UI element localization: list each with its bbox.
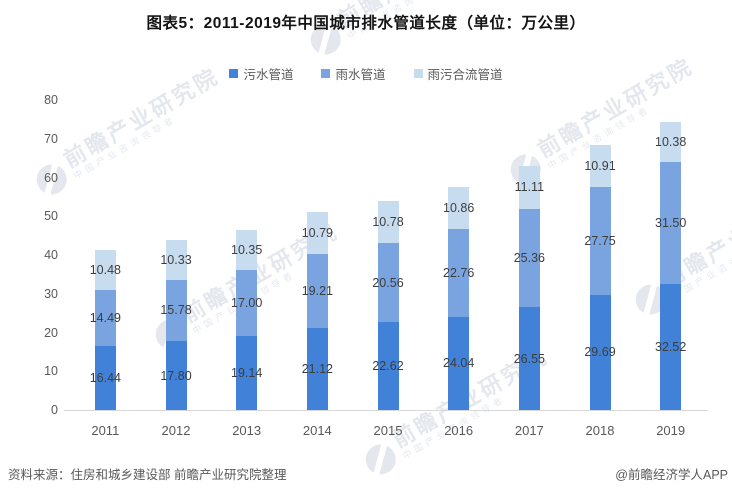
bar-segment-雨水管道-2013 bbox=[236, 269, 258, 336]
y-axis-tick-label: 10 bbox=[44, 364, 58, 379]
bar-value-label: 27.75 bbox=[584, 234, 616, 249]
bar-value-label: 25.36 bbox=[513, 250, 545, 265]
bar-segment-雨水管道-2014 bbox=[306, 253, 328, 329]
bar-segment-雨水管道-2016 bbox=[448, 228, 470, 317]
bar-segment-污水管道-2018 bbox=[589, 294, 611, 410]
bar-segment-雨污合流管道-2013 bbox=[236, 229, 258, 270]
bar-value-label: 19.14 bbox=[231, 365, 263, 380]
x-axis-category-label: 2016 bbox=[444, 423, 474, 438]
bar-segment-污水管道-2012 bbox=[165, 341, 187, 410]
bar-segment-污水管道-2014 bbox=[306, 328, 328, 410]
bar-segment-污水管道-2011 bbox=[94, 346, 116, 410]
legend-label: 雨污合流管道 bbox=[427, 68, 503, 82]
x-axis-category-label: 2012 bbox=[161, 423, 191, 438]
y-axis-tick-label: 50 bbox=[44, 209, 58, 224]
x-axis-category-label: 2013 bbox=[232, 423, 262, 438]
credit-note: @前瞻经济学人APP bbox=[615, 468, 728, 482]
bar-value-label: 15.78 bbox=[160, 303, 192, 318]
bar-value-label: 10.78 bbox=[372, 214, 404, 229]
bar-value-label: 16.44 bbox=[89, 371, 121, 386]
bar-value-label: 20.56 bbox=[372, 275, 404, 290]
bar-value-label: 21.12 bbox=[301, 362, 333, 377]
bar-value-label: 22.62 bbox=[372, 359, 404, 374]
source-note: 资料来源：住房和城乡建设部 前瞻产业研究院整理 bbox=[8, 468, 287, 482]
x-axis-category-label: 2015 bbox=[373, 423, 403, 438]
x-axis-category-label: 2019 bbox=[656, 423, 686, 438]
bar-value-label: 10.38 bbox=[655, 134, 687, 149]
bar-segment-污水管道-2015 bbox=[377, 322, 399, 410]
y-axis-tick-label: 40 bbox=[44, 248, 58, 262]
legend-swatch-icon bbox=[321, 69, 331, 78]
bar-segment-雨污合流管道-2016 bbox=[448, 186, 470, 229]
x-axis-line bbox=[64, 410, 708, 411]
bar-segment-雨水管道-2017 bbox=[518, 208, 540, 308]
bar-segment-雨水管道-2015 bbox=[377, 242, 399, 323]
bar-value-label: 26.55 bbox=[513, 351, 545, 366]
legend-label: 污水管道 bbox=[243, 68, 294, 82]
bar-segment-污水管道-2017 bbox=[518, 307, 540, 410]
bar-value-label: 10.91 bbox=[584, 159, 616, 174]
bar-value-label: 11.11 bbox=[514, 180, 545, 195]
bar-segment-雨水管道-2019 bbox=[660, 161, 682, 284]
legend-item-雨水管道: 雨水管道 bbox=[321, 64, 386, 83]
bar-value-label: 19.21 bbox=[301, 283, 333, 298]
bar-value-label: 10.33 bbox=[160, 252, 192, 267]
bar-segment-雨污合流管道-2017 bbox=[518, 165, 540, 209]
bar-value-label: 17.80 bbox=[160, 368, 192, 383]
bar-value-label: 32.52 bbox=[655, 339, 687, 354]
chart-title: 图表5：2011-2019年中国城市排水管道长度（单位：万公里） bbox=[146, 15, 586, 32]
bar-value-label: 24.04 bbox=[443, 356, 475, 371]
bar-value-label: 10.48 bbox=[89, 262, 121, 277]
bar-value-label: 10.86 bbox=[443, 200, 475, 215]
bar-value-label: 29.69 bbox=[584, 345, 616, 360]
y-axis-tick-label: 60 bbox=[44, 170, 58, 185]
y-axis-tick-label: 70 bbox=[44, 131, 58, 146]
x-axis-category-label: 2011 bbox=[91, 423, 120, 438]
bar-segment-雨水管道-2011 bbox=[94, 290, 116, 347]
legend-item-雨污合流管道: 雨污合流管道 bbox=[413, 64, 503, 83]
bar-value-label: 14.49 bbox=[89, 311, 121, 326]
bar-segment-雨污合流管道-2012 bbox=[165, 239, 187, 280]
legend-swatch-icon bbox=[229, 69, 239, 78]
bar-value-label: 10.35 bbox=[231, 242, 263, 257]
legend-label: 雨水管道 bbox=[335, 68, 386, 82]
bar-segment-污水管道-2016 bbox=[448, 316, 470, 410]
bar-segment-雨污合流管道-2019 bbox=[660, 121, 682, 162]
bar-segment-雨污合流管道-2011 bbox=[94, 249, 116, 291]
y-axis-tick-label: 80 bbox=[44, 93, 58, 107]
bar-value-label: 31.50 bbox=[655, 215, 687, 230]
bar-value-label: 22.76 bbox=[443, 265, 475, 280]
legend: 污水管道 雨水管道 雨污合流管道 bbox=[0, 64, 732, 83]
bar-segment-雨水管道-2012 bbox=[165, 279, 187, 342]
bar-segment-雨污合流管道-2015 bbox=[377, 200, 399, 243]
bar-segment-污水管道-2013 bbox=[236, 335, 258, 410]
y-axis-tick-label: 20 bbox=[44, 325, 58, 340]
legend-item-污水管道: 污水管道 bbox=[229, 64, 293, 83]
legend-swatch-icon bbox=[413, 69, 423, 78]
bar-value-label: 17.00 bbox=[231, 295, 263, 310]
bar-segment-污水管道-2019 bbox=[660, 283, 682, 410]
bar-value-label: 10.79 bbox=[301, 225, 333, 240]
y-axis-tick-label: 30 bbox=[44, 286, 58, 301]
bar-segment-雨水管道-2018 bbox=[589, 187, 611, 295]
y-axis-tick-label: 0 bbox=[51, 403, 58, 417]
bar-segment-雨污合流管道-2014 bbox=[306, 211, 328, 254]
x-axis-category-label: 2014 bbox=[302, 423, 332, 438]
x-axis-category-label: 2017 bbox=[514, 423, 544, 438]
bar-segment-雨污合流管道-2018 bbox=[589, 145, 611, 188]
x-axis-category-label: 2018 bbox=[585, 423, 615, 438]
